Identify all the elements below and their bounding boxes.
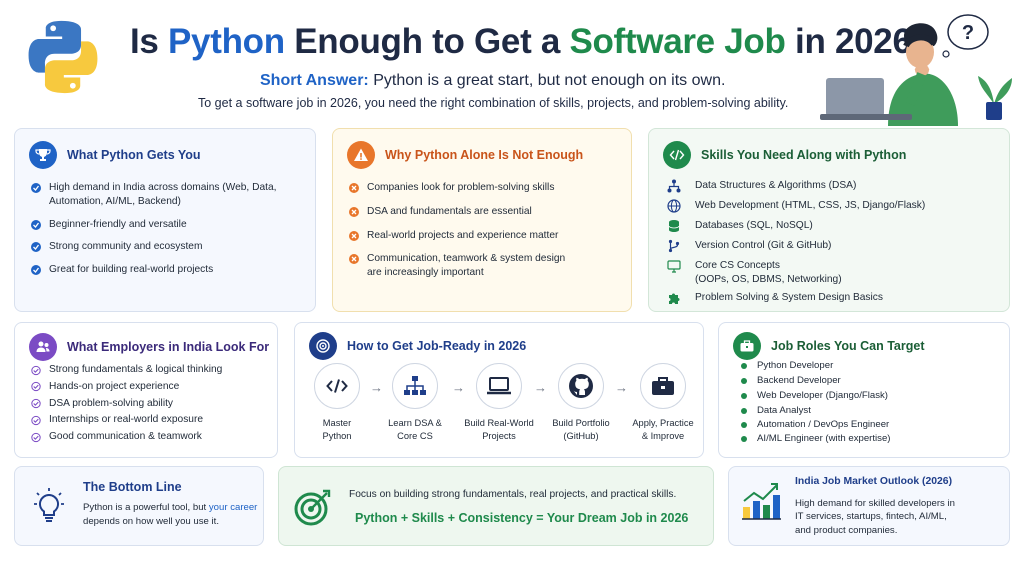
globe-icon (667, 199, 681, 213)
bottom-line-text: Python is a powerful tool, but your care… (83, 502, 258, 527)
arrow-icon: → (534, 380, 547, 395)
github-icon (558, 363, 604, 409)
x-icon (349, 206, 359, 217)
list-item: Backend Developer (741, 375, 841, 386)
outlook-card: India Job Market Outlook (2026) High dem… (728, 466, 1010, 546)
why-not-enough-card: Why Python Alone Is Not Enough Companies… (332, 128, 632, 312)
list-item: AI/ML Engineer (with expertise) (741, 433, 890, 444)
card-title: Job Roles You Can Target (771, 339, 925, 353)
target-icon (309, 332, 337, 360)
monitor-icon (667, 260, 681, 273)
card-title: Skills You Need Along with Python (701, 148, 907, 162)
focus-card: Focus on building strong fundamentals, r… (278, 466, 714, 546)
page-title: Is Python Enough to Get a Software Job i… (130, 22, 933, 61)
skill-item: Web Development (HTML, CSS, JS, Django/F… (667, 199, 925, 213)
list-item: Communication, teamwork & system design … (349, 252, 569, 280)
card-title: How to Get Job-Ready in 2026 (347, 339, 527, 353)
trophy-icon (29, 141, 57, 169)
list-item: Hands-on project experience (31, 380, 271, 394)
skill-item: Databases (SQL, NoSQL) (667, 219, 813, 233)
question-mark: ? (962, 22, 974, 44)
list-item: DSA problem-solving ability (31, 397, 271, 411)
check-icon (31, 183, 41, 193)
warning-icon (347, 141, 375, 169)
check-icon (31, 265, 41, 276)
target-arrow-icon (294, 489, 331, 526)
org-chart-icon (392, 363, 438, 409)
short-answer: Short Answer: Python is a great start, b… (260, 72, 726, 89)
list-item: Strong community and ecosystem (31, 240, 301, 254)
check-icon (31, 219, 41, 230)
lightbulb-icon (34, 488, 64, 522)
people-icon (29, 333, 57, 361)
list-item: Real-world projects and experience matte… (349, 229, 611, 243)
outlook-text: High demand for skilled developers in IT … (795, 498, 955, 536)
card-title: India Job Market Outlook (2026) (795, 476, 953, 487)
briefcase-icon (733, 332, 761, 360)
subtitle: To get a software job in 2026, you need … (198, 96, 789, 110)
step-build-portfolio: Build Portfolio (GitHub) (545, 363, 617, 442)
x-icon (349, 183, 359, 193)
step-master-python: Master Python (301, 363, 373, 442)
skill-item: Version Control (Git & GitHub) (667, 239, 831, 253)
list-item: Web Developer (Django/Flask) (741, 390, 888, 401)
check-icon (31, 242, 41, 253)
focus-text: Focus on building strong fundamentals, r… (349, 489, 677, 500)
check-circle-icon (31, 415, 41, 425)
skill-item: Core CS Concepts (OOPs, OS, DBMS, Network… (667, 259, 842, 287)
employers-card: What Employers in India Look For Strong … (14, 322, 278, 458)
card-title: Why Python Alone Is Not Enough (385, 148, 584, 162)
x-icon (349, 254, 359, 265)
list-item: DSA and fundamentals are essential (349, 205, 611, 219)
branch-icon (668, 239, 680, 253)
list-item: Data Analyst (741, 405, 811, 416)
code-icon (314, 363, 360, 409)
card-title: What Employers in India Look For (67, 340, 270, 354)
python-gets-you-card: What Python Gets You High demand in Indi… (14, 128, 316, 312)
arrow-icon: → (370, 380, 383, 395)
skill-item: Problem Solving & System Design Basics (667, 291, 883, 305)
job-ready-card: How to Get Job-Ready in 2026 Master Pytho… (294, 322, 704, 458)
laptop-icon (476, 363, 522, 409)
bottom-line-card: The Bottom Line Python is a powerful too… (14, 466, 264, 546)
list-item: High demand in India across domains (Web… (31, 181, 301, 209)
list-item: Automation / DevOps Engineer (741, 419, 889, 430)
skill-item: Data Structures & Algorithms (DSA) (667, 179, 856, 193)
skills-card: Skills You Need Along with Python Data S… (648, 128, 1010, 312)
step-apply: Apply, Practice & Improve (627, 363, 699, 442)
list-item: Python Developer (741, 360, 833, 371)
list-item: Good communication & teamwork (31, 430, 271, 444)
puzzle-icon (669, 293, 680, 304)
x-icon (349, 230, 359, 241)
step-learn-dsa: Learn DSA & Core CS (379, 363, 451, 442)
bar-chart-growth-icon (742, 483, 781, 520)
card-title: The Bottom Line (83, 480, 182, 494)
list-item: Strong fundamentals & logical thinking (31, 363, 271, 377)
python-logo (28, 20, 98, 94)
card-title: What Python Gets You (67, 148, 201, 162)
formula-text: Python + Skills + Consistency = Your Dre… (355, 511, 689, 525)
list-item: Beginner-friendly and versatile (31, 218, 301, 232)
briefcase-icon (640, 363, 686, 409)
job-roles-card: Job Roles You Can Target Python Develope… (718, 322, 1010, 458)
check-circle-icon (31, 382, 41, 392)
code-icon (663, 141, 691, 169)
arrow-icon: → (452, 380, 465, 395)
arrow-icon: → (615, 380, 628, 395)
database-icon (668, 220, 680, 232)
step-build-projects: Build Real-World Projects (463, 363, 535, 442)
list-item: Internships or real-world exposure (31, 413, 271, 427)
list-item: Great for building real-world projects (31, 263, 301, 277)
check-circle-icon (31, 365, 41, 375)
list-item: Companies look for problem-solving skill… (349, 181, 611, 195)
hierarchy-icon (667, 179, 681, 193)
check-circle-icon (31, 432, 41, 442)
check-circle-icon (31, 398, 41, 409)
thinking-person-illustration: ? (820, 14, 1012, 126)
